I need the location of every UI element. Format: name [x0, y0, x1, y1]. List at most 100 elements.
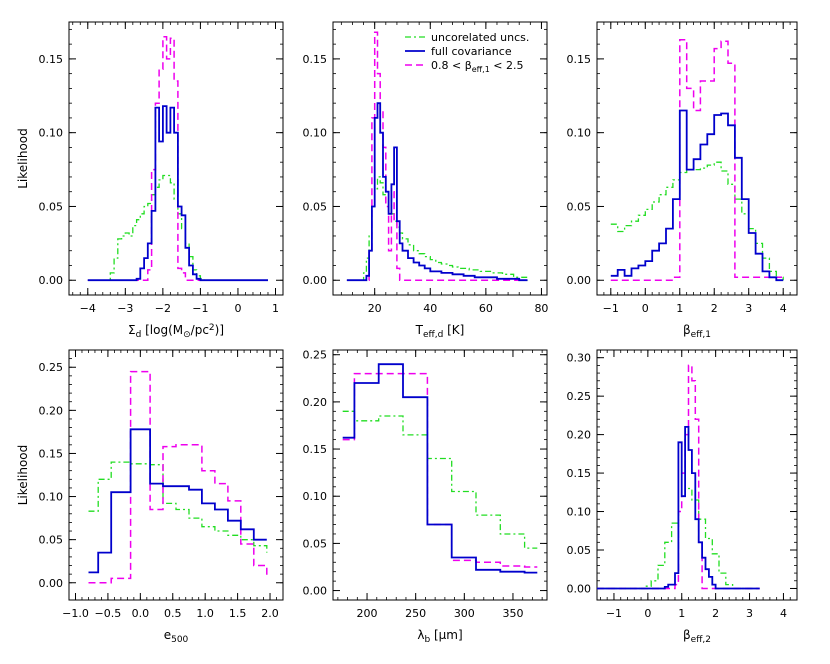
x-axis-label: λb [μm] [417, 628, 462, 645]
x-tick-label: −0.5 [95, 607, 122, 620]
y-tick-label: 0.15 [303, 443, 328, 456]
y-tick-label: 0.30 [567, 352, 592, 365]
panel-beta_eff_2: −1 0 1 2 3 4 0.00 0.05 0.10 0.15 0.20 0.25 0.30 βeff,… [567, 349, 798, 645]
y-tick-label: 0.10 [303, 127, 328, 140]
series-uncorrelated [87, 174, 268, 281]
y-tick-label: 0.00 [39, 274, 64, 287]
y-tick-label: 0.10 [39, 127, 64, 140]
x-tick-label: 1 [676, 302, 683, 315]
y-tick-label: 0.00 [303, 585, 328, 598]
y-tick-label: 0.05 [303, 200, 328, 213]
x-tick-label: −3 [117, 302, 133, 315]
series-full [87, 105, 268, 282]
plot-frame [332, 349, 548, 601]
x-tick-label: 1.5 [229, 607, 247, 620]
plot-frame [68, 349, 284, 601]
panel-e_500: −1.0 −0.5 0.0 0.5 1.0 1.5 2.0 0.00 0.05 0.10 0.15 0… [16, 349, 284, 645]
x-tick-label: 1.0 [196, 607, 214, 620]
x-tick-label: 3 [745, 302, 752, 315]
x-tick-label: 1 [272, 302, 279, 315]
series-restricted [88, 370, 268, 584]
x-tick-label: 4 [780, 607, 787, 620]
y-axis-label: Likelihood [16, 445, 30, 506]
y-tick-label: 0.05 [303, 537, 328, 550]
y-tick-label: 0.05 [567, 200, 592, 213]
x-tick-label: 0 [234, 302, 241, 315]
x-tick-label: 4 [780, 302, 787, 315]
series-full [88, 428, 267, 574]
y-tick-label: 0.05 [567, 544, 592, 557]
x-axis-label: βeff,2 [683, 628, 711, 645]
x-tick-label: 200 [357, 607, 378, 620]
y-axis-label: Likelihood [16, 128, 30, 189]
y-tick-label: 0.15 [567, 467, 592, 480]
y-tick-label: 0.10 [567, 506, 592, 519]
y-tick-label: 0.15 [39, 447, 64, 460]
x-tick-label: 0 [642, 302, 649, 315]
plot-frame [596, 21, 798, 296]
panel-lambda_b: 200 250 300 350 0.00 0.05 0.10 0.15 0.20 0.25 λb [… [303, 349, 548, 645]
y-tick-label: 0.25 [39, 361, 64, 374]
series-restricted [342, 372, 538, 568]
x-tick-label: 40 [423, 302, 437, 315]
y-tick-label: 0.20 [567, 429, 592, 442]
y-tick-label: 0.05 [39, 534, 64, 547]
series-uncorrelated [610, 161, 784, 281]
x-tick-label: 250 [405, 607, 426, 620]
x-axis-label: Teff,d [K] [415, 323, 465, 340]
panel-Sigma_d: −4 −3 −2 −1 0 1 0.00 0.05 0.10 0.15 Σd [log(M⊙/pc2… [16, 21, 284, 340]
x-axis-label: βeff,1 [683, 323, 711, 340]
x-tick-label: 20 [368, 302, 382, 315]
y-tick-label: 0.20 [39, 404, 64, 417]
x-tick-label: −1 [192, 302, 208, 315]
series-restricted [87, 36, 268, 281]
series-restricted [610, 38, 784, 281]
panel-beta_eff_1: −1 0 1 2 3 4 0.00 0.05 0.10 0.15 βeff,1 [567, 21, 798, 340]
series-full [610, 109, 784, 282]
series-uncorrelated [346, 176, 529, 281]
x-tick-label: 0 [644, 607, 651, 620]
x-tick-label: −1 [603, 302, 619, 315]
x-tick-label: −2 [155, 302, 171, 315]
x-tick-label: 0.5 [164, 607, 182, 620]
series-uncorrelated [597, 487, 760, 590]
x-axis-label: e500 [164, 628, 189, 645]
series-full [342, 363, 538, 574]
x-axis-label: Σd [log(M⊙/pc2)] [128, 323, 224, 340]
x-tick-label: 350 [502, 607, 523, 620]
y-tick-label: 0.25 [567, 390, 592, 403]
series-full [597, 426, 760, 590]
x-tick-label: 2 [712, 607, 719, 620]
series-uncorrelated [342, 410, 538, 549]
y-tick-label: 0.10 [39, 491, 64, 504]
x-tick-label: 2 [711, 302, 718, 315]
legend-label-restricted: 0.8 < βeff,1 < 2.5 [431, 59, 524, 74]
y-tick-label: 0.00 [567, 274, 592, 287]
y-tick-label: 0.10 [303, 490, 328, 503]
series-uncorrelated [88, 461, 268, 553]
y-tick-label: 0.00 [567, 582, 592, 595]
plot-frame [68, 21, 284, 296]
x-tick-label: 2.0 [261, 607, 279, 620]
x-tick-label: 300 [454, 607, 475, 620]
x-tick-label: 60 [479, 302, 493, 315]
x-tick-label: −1.0 [62, 607, 89, 620]
y-tick-label: 0.00 [39, 577, 64, 590]
x-tick-label: −4 [80, 302, 96, 315]
x-tick-label: 3 [746, 607, 753, 620]
y-tick-label: 0.00 [303, 274, 328, 287]
x-tick-label: −1 [606, 607, 622, 620]
legend-label-uncorrelated: uncorelated uncs. [431, 31, 529, 44]
y-tick-label: 0.10 [567, 127, 592, 140]
x-tick-label: 0.0 [132, 607, 150, 620]
plot-frame [332, 21, 548, 296]
series-full [346, 102, 528, 282]
y-tick-label: 0.05 [39, 200, 64, 213]
panel-T_eff_d: 20 40 60 80 0.00 0.05 0.10 0.15 Teff,d [K] [303, 21, 548, 340]
x-tick-label: 1 [678, 607, 685, 620]
x-tick-label: 80 [534, 302, 548, 315]
y-tick-label: 0.15 [303, 53, 328, 66]
series-restricted [346, 31, 528, 281]
